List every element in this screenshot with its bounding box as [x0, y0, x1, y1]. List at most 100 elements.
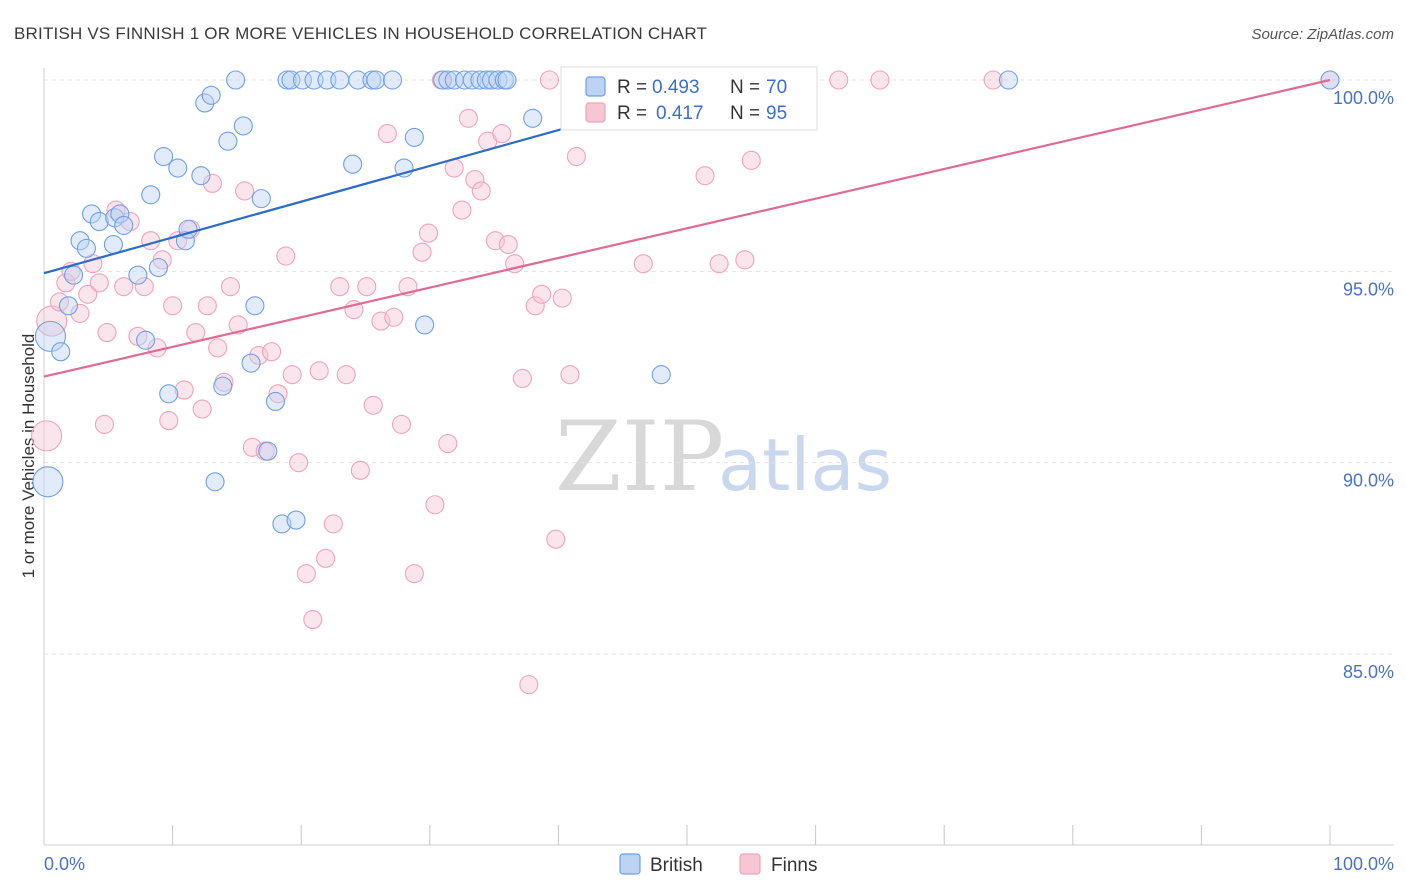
finns-series-swatch: [739, 853, 761, 875]
finns-point: [384, 307, 404, 327]
chart-title: BRITISH VS FINNISH 1 OR MORE VEHICLES IN…: [14, 24, 707, 43]
british-legend-swatch: [585, 76, 606, 97]
x-axis-ticks: [172, 825, 1331, 845]
finns-point: [174, 380, 194, 400]
finns-point: [94, 414, 114, 434]
finns-point: [114, 277, 134, 297]
finns-point: [525, 296, 545, 316]
finns-point: [56, 273, 76, 293]
british-point: [154, 146, 174, 167]
finns-point: [323, 514, 343, 534]
british-point: [286, 510, 306, 530]
finns-point: [228, 315, 248, 335]
zipatlas-watermark: ZIP atlas: [555, 401, 892, 513]
finns-point: [539, 70, 559, 90]
finns-legend-swatch: [585, 102, 606, 123]
british-point: [258, 441, 278, 461]
british-point: [523, 108, 543, 128]
y-tick-label: 95.0%: [1343, 279, 1394, 299]
british-point: [89, 212, 109, 232]
finns-point: [404, 564, 424, 584]
british-point: [70, 231, 90, 251]
finns-point: [377, 124, 397, 144]
finns-point: [202, 173, 223, 193]
finns-point: [159, 411, 179, 431]
finns-point: [282, 365, 302, 385]
finns-point: [709, 254, 729, 274]
british-point: [76, 238, 96, 258]
finns-point: [303, 610, 323, 630]
british-n-label: N =: [730, 77, 760, 98]
british-point: [213, 376, 233, 396]
finns-r-label: R =: [617, 103, 647, 124]
finns-point: [560, 365, 580, 385]
finns-point: [735, 250, 755, 270]
y-tick-labels: 85.0% 90.0% 95.0% 100.0%: [1333, 88, 1394, 682]
british-point: [64, 265, 84, 285]
series-legend: British Finns: [619, 853, 817, 876]
finns-point: [296, 564, 316, 584]
finns-point: [106, 200, 126, 220]
finns-point: [465, 169, 485, 190]
correlation-legend: R = 0.493 N = 70 R = 0.417 N = 95: [560, 66, 818, 131]
british-point: [438, 70, 458, 90]
british-point: [168, 158, 188, 178]
finns-point: [633, 254, 653, 274]
finns-n-label: N =: [730, 103, 760, 124]
finns-point: [498, 234, 518, 255]
british-point: [281, 70, 301, 90]
finns-point: [418, 223, 439, 243]
finns-series-label: Finns: [771, 855, 817, 876]
watermark-zip: ZIP: [555, 401, 724, 513]
chart-source: Source: ZipAtlas.com: [1251, 26, 1394, 43]
finns-point: [289, 453, 309, 473]
finns-trend-line: [43, 78, 1331, 378]
british-point: [433, 70, 453, 90]
british-point: [110, 204, 130, 224]
british-point: [201, 85, 221, 105]
british-point: [497, 70, 517, 90]
finns-point: [242, 437, 262, 457]
finns-point: [330, 277, 350, 297]
finns-point: [134, 277, 154, 297]
finns-point: [70, 303, 90, 323]
x-tick-label-min: 0.0%: [44, 854, 85, 874]
finns-point: [492, 124, 512, 144]
finns-point: [391, 414, 412, 434]
finns-point: [316, 548, 336, 568]
british-point: [32, 466, 64, 498]
british-point: [191, 166, 211, 186]
british-point: [998, 70, 1019, 90]
british-point: [58, 296, 78, 316]
finns-point: [220, 277, 241, 297]
british-point: [454, 70, 475, 90]
british-point: [241, 353, 261, 373]
british-point: [404, 127, 424, 147]
british-point: [141, 185, 161, 205]
finns-point: [425, 495, 445, 515]
finns-point: [262, 342, 282, 362]
finns-point: [186, 323, 206, 343]
finns-point: [438, 433, 458, 454]
british-n-value: 70: [766, 77, 787, 98]
finns-point: [249, 345, 269, 366]
british-point: [382, 70, 403, 90]
x-tick-label-max: 100.0%: [1333, 854, 1394, 874]
british-point: [251, 189, 271, 209]
british-point: [366, 70, 386, 90]
finns-point: [741, 150, 761, 170]
finns-point: [163, 296, 183, 316]
finns-point: [31, 420, 63, 452]
british-point: [195, 93, 215, 113]
british-point: [218, 131, 238, 151]
finns-point: [371, 311, 391, 331]
british-point: [651, 365, 671, 385]
finns-point: [350, 460, 370, 480]
y-axis-label: 1 or more Vehicles in Household: [19, 334, 38, 579]
british-point: [82, 204, 102, 224]
finns-point: [452, 200, 472, 220]
finns-point: [458, 108, 478, 128]
finns-point: [512, 368, 532, 389]
finns-point: [532, 284, 552, 304]
